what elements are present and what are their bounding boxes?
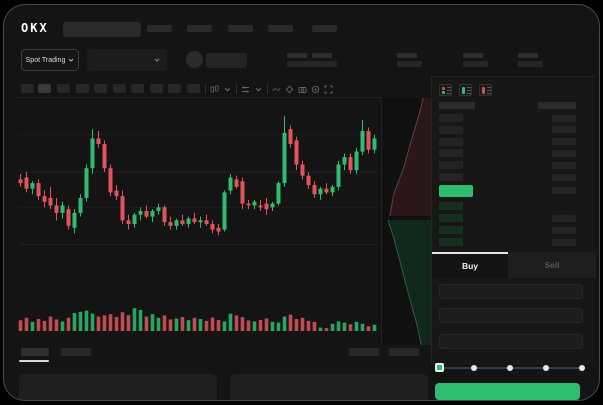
search-input[interactable] — [63, 22, 141, 37]
orders-panel — [19, 374, 217, 400]
toolbar-separator — [267, 84, 268, 94]
indicators-icon[interactable] — [241, 85, 250, 94]
book-asks-icon[interactable] — [479, 84, 492, 96]
ticker-stat — [287, 53, 315, 71]
ask-amount-bar[interactable] — [552, 161, 576, 169]
nav-item[interactable] — [228, 25, 253, 32]
line-style-icon[interactable] — [272, 85, 281, 94]
last-price-amount-bar — [552, 187, 576, 194]
slider-handle[interactable] — [435, 363, 444, 372]
ask-amount-bar[interactable] — [552, 114, 576, 122]
ask-price-bar[interactable] — [439, 125, 463, 134]
bid-amount-bar[interactable] — [552, 226, 576, 234]
amount-slider[interactable] — [431, 361, 595, 375]
app-window: OKX Spot Trading — [3, 4, 600, 401]
pair-select[interactable] — [87, 49, 167, 71]
order-book-panel: Buy Sell — [431, 76, 596, 365]
depth-chart — [387, 98, 431, 345]
chevron-down-icon[interactable] — [254, 85, 263, 94]
tab-sell[interactable]: Sell — [508, 252, 596, 278]
candle-style-icon[interactable] — [210, 85, 219, 94]
amount-input[interactable] — [439, 308, 583, 323]
ticker-stat — [397, 53, 425, 71]
toolbar-divider — [15, 97, 381, 98]
timeframe-button[interactable] — [57, 84, 70, 93]
slider-tick[interactable] — [579, 365, 585, 371]
camera-icon[interactable] — [298, 85, 307, 94]
ask-amount-bar[interactable] — [552, 173, 576, 181]
tab-buy[interactable]: Buy — [432, 252, 508, 278]
chevron-down-icon — [154, 58, 160, 62]
chevron-down-icon — [68, 58, 74, 62]
measure-icon[interactable] — [285, 85, 294, 94]
ask-price-bar[interactable] — [439, 161, 463, 170]
bottom-toolbar-item[interactable] — [389, 348, 419, 356]
bid-amount-bar[interactable] — [552, 214, 576, 222]
timeframe-button[interactable] — [131, 84, 144, 93]
pair-title-placeholder — [206, 53, 247, 68]
nav-item[interactable] — [187, 25, 212, 32]
candlestick-chart[interactable] — [15, 98, 381, 341]
timeframe-button[interactable] — [187, 84, 200, 93]
bottom-tab-active[interactable] — [21, 348, 49, 356]
market-type-select[interactable]: Spot Trading — [21, 49, 79, 71]
book-header-price — [439, 102, 475, 109]
timeframe-button[interactable] — [150, 84, 163, 93]
last-price-highlight[interactable] — [439, 185, 473, 197]
bottom-tab[interactable] — [61, 348, 91, 356]
timeframe-button[interactable] — [168, 84, 181, 93]
bid-price-bar[interactable] — [439, 238, 463, 246]
chart-tools — [205, 83, 333, 95]
active-tab-underline — [19, 360, 49, 362]
timeframe-button[interactable] — [94, 84, 107, 93]
toolbar-separator — [205, 84, 206, 94]
history-panel — [230, 374, 428, 400]
total-input[interactable] — [439, 334, 583, 349]
okx-logo: OKX — [21, 21, 49, 35]
settings-icon[interactable] — [311, 85, 320, 94]
bid-price-bar[interactable] — [439, 226, 463, 234]
timeframe-button[interactable] — [38, 84, 51, 93]
book-combined-icon[interactable] — [439, 84, 452, 96]
bid-price-bar[interactable] — [439, 202, 463, 210]
slider-tick[interactable] — [507, 365, 513, 371]
timeframe-button[interactable] — [21, 84, 34, 93]
buy-tab-label: Buy — [461, 261, 479, 271]
ask-price-bar[interactable] — [439, 149, 463, 158]
buy-button[interactable] — [435, 383, 580, 400]
ticker-stat — [463, 53, 491, 71]
ask-amount-bar[interactable] — [552, 149, 576, 157]
ticker-stat — [518, 53, 546, 71]
depth-strip — [381, 98, 431, 345]
bid-price-bar[interactable] — [439, 214, 463, 222]
ask-price-bar[interactable] — [439, 114, 463, 122]
ask-amount-bar[interactable] — [552, 138, 576, 146]
timeframe-button[interactable] — [113, 84, 126, 93]
book-header-amount — [538, 102, 576, 109]
slider-tick[interactable] — [471, 365, 477, 371]
bid-amount-bar[interactable] — [552, 238, 576, 246]
market-type-label: Spot Trading — [25, 56, 66, 64]
fullscreen-icon[interactable] — [324, 85, 333, 94]
slider-tick[interactable] — [543, 365, 549, 371]
trade-tabs: Buy Sell — [432, 252, 596, 278]
ask-price-bar[interactable] — [439, 137, 463, 146]
ask-amount-bar[interactable] — [552, 126, 576, 134]
bottom-toolbar-item[interactable] — [349, 348, 379, 356]
timeframe-button[interactable] — [76, 84, 89, 93]
sell-tab-label: Sell — [544, 260, 560, 270]
toolbar-separator — [236, 84, 237, 94]
nav-item[interactable] — [147, 25, 172, 32]
ticker-stat — [312, 53, 340, 71]
nav-item[interactable] — [312, 25, 337, 32]
coin-avatar — [186, 51, 203, 68]
price-input[interactable] — [439, 284, 583, 299]
nav-item[interactable] — [268, 25, 293, 32]
book-bids-icon[interactable] — [459, 84, 472, 96]
chevron-down-icon[interactable] — [223, 85, 232, 94]
ask-price-bar[interactable] — [439, 173, 463, 181]
